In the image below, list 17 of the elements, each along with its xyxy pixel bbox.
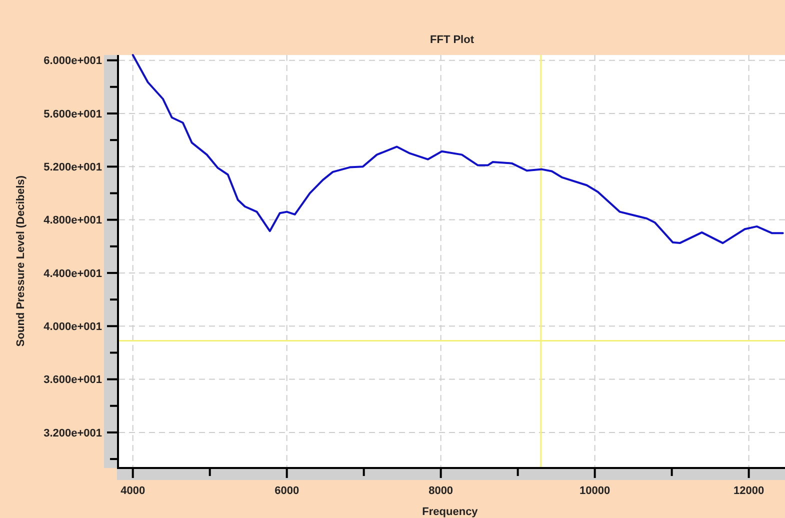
x-tick-label: 12000 [734,485,764,497]
y-axis-title: Sound Pressure Level (Decibels) [15,175,27,347]
y-tick-label: 4.000e+001 [44,320,102,333]
y-tick-label: 5.600e+001 [44,108,102,120]
y-tick-label: 6.000e+001 [44,55,102,68]
y-tick-label: 3.600e+001 [44,374,102,386]
x-tick-label: 4000 [120,485,146,497]
chart-title: FFT Plot [430,34,474,46]
y-tick-label: 5.200e+001 [44,161,102,174]
y-tick-label: 3.200e+001 [44,427,102,440]
x-tick-label: 6000 [274,485,300,497]
x-axis-title: Frequency [422,506,479,518]
y-tick-label: 4.800e+001 [44,214,102,227]
x-tick-label: 8000 [428,485,454,497]
line-series [132,54,784,244]
x-tick-label: 10000 [580,485,610,497]
y-tick-label: 4.400e+001 [44,268,102,280]
